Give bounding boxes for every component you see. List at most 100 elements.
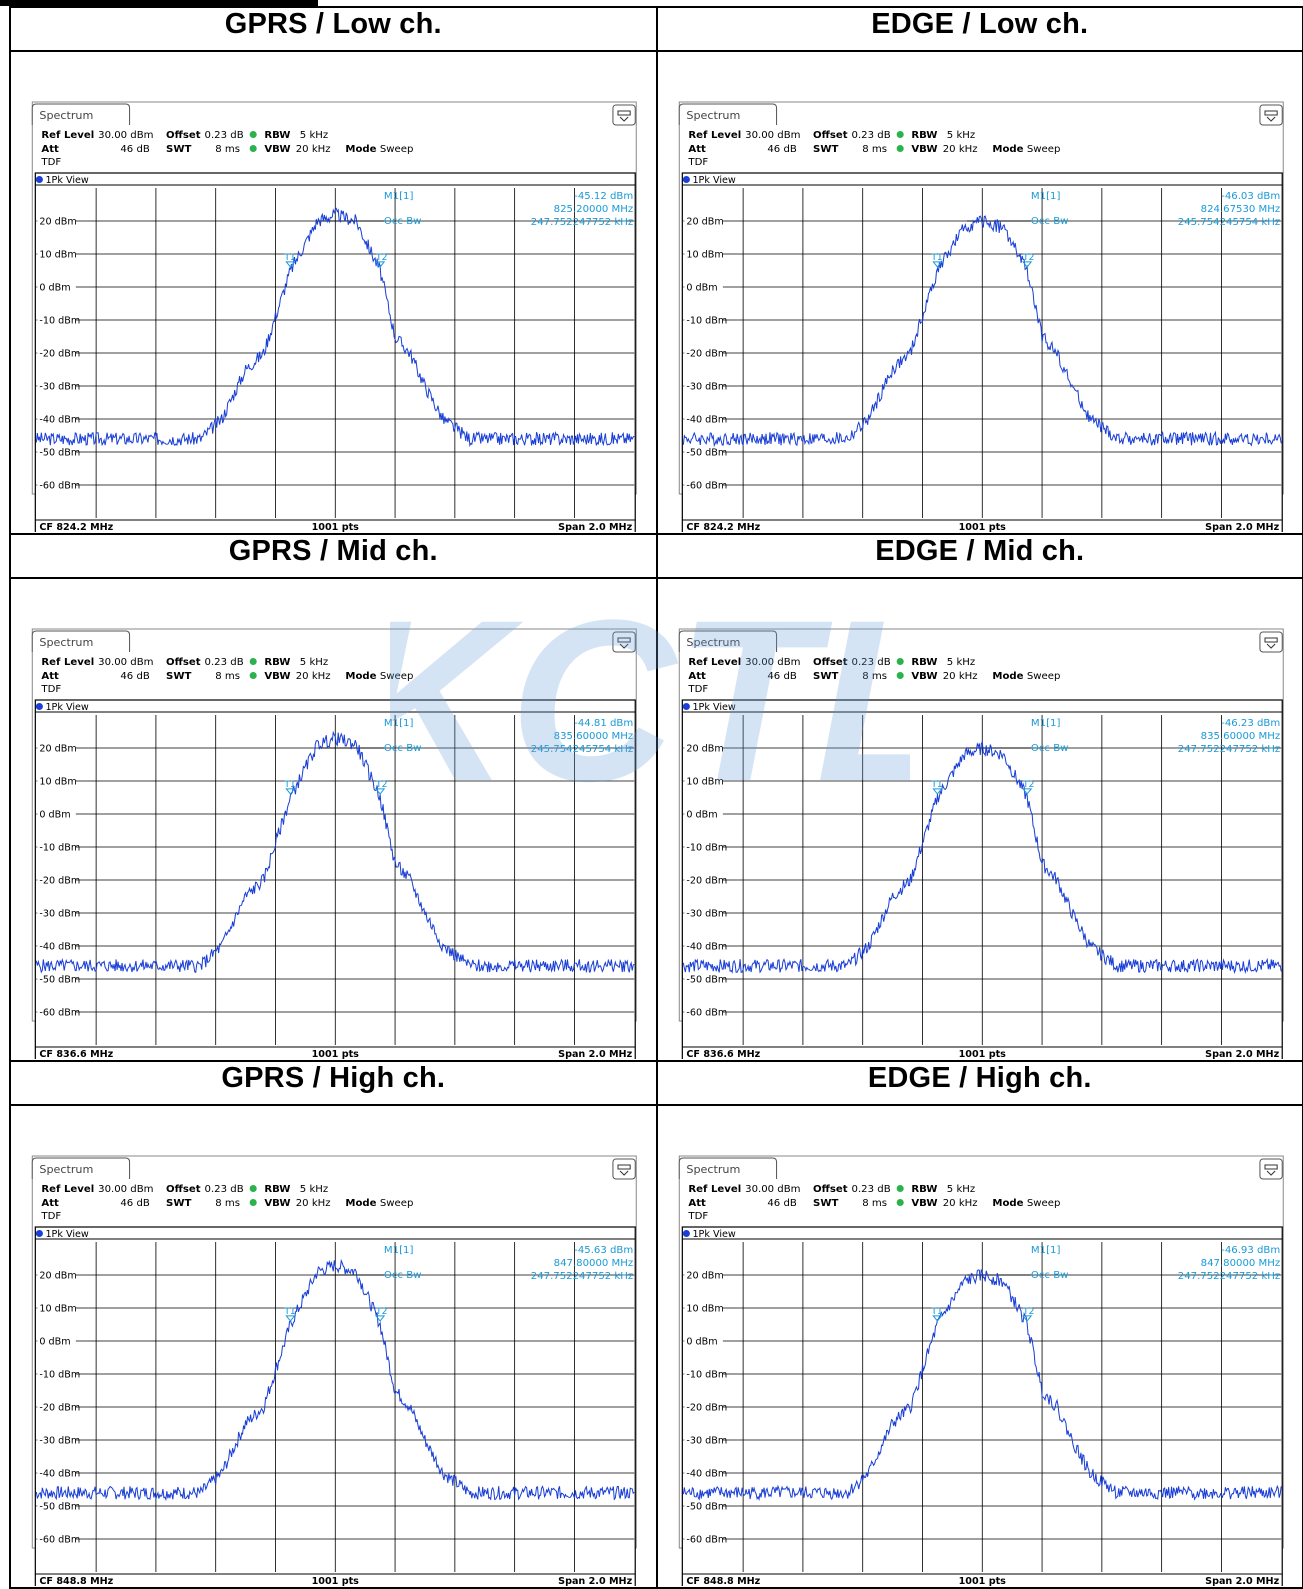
tick-label-bg (37, 808, 76, 820)
tdf-label: TDF (687, 684, 708, 695)
y-tick-label: -50 dBm (686, 1502, 727, 1513)
vbw-value: 20 kHz (942, 1198, 977, 1209)
center-frequency: CF 848.8 MHz (39, 1576, 113, 1586)
tick-label-bg (683, 1500, 723, 1512)
att-label: Att (41, 671, 59, 682)
spectrum-svg: Spectrum Ref Level 30.00 dBm Offset 0.23 dB R… (678, 101, 1284, 533)
tab-label: Spectrum (686, 636, 740, 649)
mode-label: Mode (992, 671, 1023, 682)
y-tick-label: 0 dBm (686, 283, 717, 294)
swt-value: 8 ms (862, 671, 887, 682)
marker-t2: T2 (375, 780, 387, 790)
tick-label-bg (37, 874, 76, 886)
y-tick-label: -30 dBm (686, 382, 727, 393)
marker-label: M1[1] (1030, 718, 1060, 729)
y-tick-label: 0 dBm (686, 1337, 717, 1348)
vbw-value: 20 kHz (296, 1198, 331, 1209)
spectrum-tab (31, 630, 131, 653)
y-tick-label: 10 dBm (686, 250, 723, 261)
tick-label-bg (683, 907, 723, 919)
mode-label: Mode (992, 144, 1023, 155)
tick-label-bg (683, 347, 723, 359)
tab-label: Spectrum (39, 1163, 93, 1176)
swt-value: 8 ms (215, 144, 240, 155)
tick-label-bg (683, 380, 723, 392)
trace-indicator-icon (35, 1230, 43, 1238)
offset-value: 0.23 dB (205, 1184, 244, 1195)
status-dot-icon (249, 672, 257, 680)
mode-value: Sweep (380, 671, 414, 682)
marker-label: M1[1] (384, 1245, 414, 1256)
tab-label: Spectrum (39, 636, 93, 649)
att-label: Att (41, 144, 59, 155)
sweep-points: 1001 pts (958, 522, 1006, 532)
ref-level-label: Ref Level (688, 130, 741, 141)
tick-label-bg (683, 215, 723, 227)
marker-t1: T1 (283, 253, 295, 263)
span: Span 2.0 MHz (1205, 1576, 1279, 1586)
chevron-down-icon (1263, 110, 1278, 122)
span: Span 2.0 MHz (558, 1576, 632, 1586)
att-value: 46 dB (120, 1198, 150, 1209)
rbw-label: RBW (264, 657, 290, 668)
spectrum-tab (31, 1157, 131, 1180)
tick-label-bg (37, 281, 76, 293)
trace-line (35, 1258, 635, 1502)
vbw-label: VBW (911, 671, 937, 682)
occupied-bandwidth: 247.752247752 kHz (531, 1271, 633, 1282)
swt-label: SWT (166, 144, 191, 155)
marker-t2-icon (1021, 261, 1032, 268)
tdf-label: TDF (40, 684, 61, 695)
tdf-label: TDF (687, 157, 708, 168)
occbw-label: Occ Bw (384, 216, 422, 227)
tick-label-bg (37, 973, 76, 985)
trace-indicator-icon (35, 703, 43, 711)
status-dot-icon (249, 1199, 257, 1207)
marker-t1: T1 (930, 253, 942, 263)
swt-label: SWT (813, 144, 838, 155)
tick-label-bg (37, 1533, 76, 1545)
marker-t1-icon (285, 1315, 296, 1322)
marker-frequency: 825.20000 MHz (554, 204, 634, 215)
y-tick-label: -50 dBm (686, 448, 727, 459)
marker-label: M1[1] (1030, 1245, 1060, 1256)
ref-level-value: 30.00 dBm (98, 657, 153, 668)
occupied-bandwidth: 247.752247752 kHz (1177, 1271, 1279, 1282)
y-tick-label: -40 dBm (39, 1469, 80, 1480)
tick-label-bg (37, 775, 76, 787)
tick-label-bg (683, 1467, 723, 1479)
rbw-label: RBW (264, 1184, 290, 1195)
view-label: 1Pk View (692, 702, 736, 713)
status-dot-icon (896, 1199, 904, 1207)
y-tick-label: 20 dBm (686, 744, 723, 755)
tick-label-bg (37, 413, 76, 425)
status-dot-icon (249, 1185, 257, 1193)
tick-label-bg (683, 1401, 723, 1413)
tick-label-bg (683, 808, 723, 820)
rbw-value: 5 kHz (946, 130, 974, 141)
y-tick-label: -50 dBm (39, 975, 80, 986)
view-label: 1Pk View (692, 1229, 736, 1240)
y-tick-label: -40 dBm (39, 942, 80, 953)
mode-value: Sweep (1026, 1198, 1060, 1209)
tick-label-bg (37, 446, 76, 458)
center-frequency: CF 836.6 MHz (39, 1049, 113, 1059)
marker-t2-icon (1021, 1315, 1032, 1322)
marker-t2-icon (1021, 788, 1032, 795)
status-dot-icon (896, 131, 904, 139)
mode-label: Mode (992, 1198, 1023, 1209)
spectrum-tab (31, 103, 131, 126)
mode-value: Sweep (380, 1198, 414, 1209)
marker-level: -46.03 dBm (1221, 191, 1280, 202)
vbw-value: 20 kHz (942, 144, 977, 155)
y-tick-label: -10 dBm (686, 316, 727, 327)
y-tick-label: 20 dBm (686, 217, 723, 228)
y-tick-label: 20 dBm (39, 1271, 76, 1282)
tick-label-bg (37, 314, 76, 326)
ref-level-value: 30.00 dBm (745, 1184, 800, 1195)
marker-t1-icon (931, 788, 943, 795)
ref-level-value: 30.00 dBm (98, 1184, 153, 1195)
sweep-points: 1001 pts (958, 1576, 1006, 1586)
att-value: 46 dB (767, 144, 797, 155)
rbw-label: RBW (911, 1184, 937, 1195)
